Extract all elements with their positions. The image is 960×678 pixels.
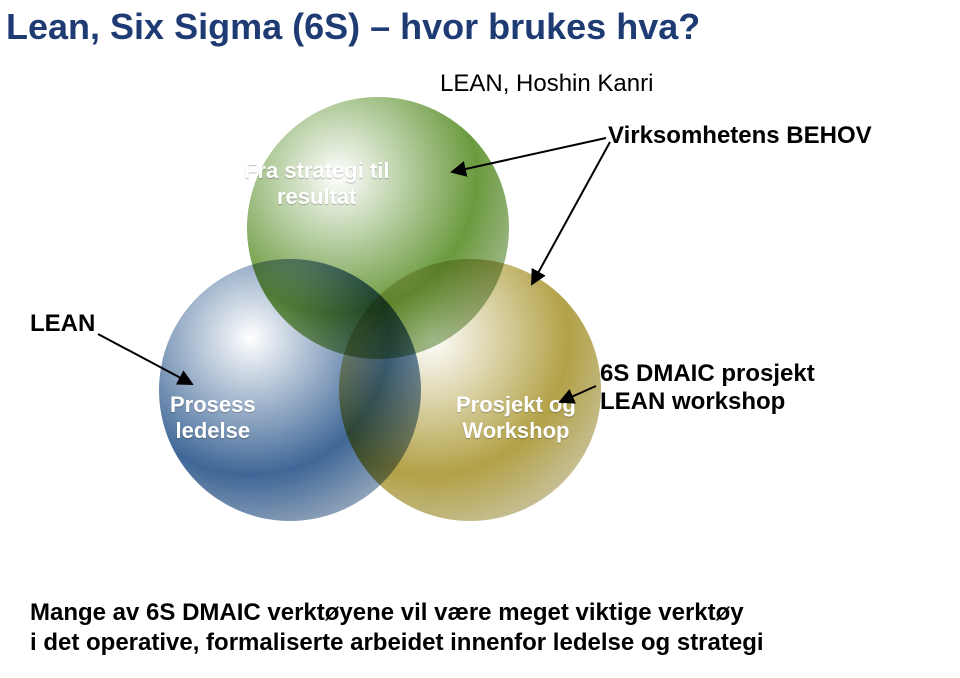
venn-label-top-l2: resultat [277, 184, 356, 209]
label-dmaic-l1: 6S DMAIC prosjekt [600, 360, 815, 387]
footer-text: Mange av 6S DMAIC verktøyene vil være me… [30, 598, 764, 658]
venn-label-left-l1: Prosess [170, 392, 256, 417]
venn-label-top: Fra strategi til resultat [244, 158, 389, 210]
venn-label-right-l1: Prosjekt og [456, 392, 576, 417]
venn-label-right: Prosjekt og Workshop [456, 392, 576, 444]
venn-label-right-l2: Workshop [462, 418, 569, 443]
page-title: Lean, Six Sigma (6S) – hvor brukes hva? [6, 6, 700, 48]
venn-label-top-l1: Fra strategi til [244, 158, 389, 183]
footer-l2: i det operative, formaliserte arbeidet i… [30, 629, 764, 656]
arrow-1 [532, 142, 610, 284]
label-behov: Virksomhetens BEHOV [608, 122, 872, 150]
label-dmaic-l2: LEAN workshop [600, 388, 785, 415]
subtitle-hoshin: LEAN, Hoshin Kanri [440, 70, 653, 98]
label-dmaic: 6S DMAIC prosjekt LEAN workshop [600, 360, 815, 416]
venn-circle-right [339, 259, 601, 521]
label-lean: LEAN [30, 310, 95, 338]
venn-label-left-l2: ledelse [176, 418, 251, 443]
footer-l1: Mange av 6S DMAIC verktøyene vil være me… [30, 599, 744, 626]
venn-label-left: Prosess ledelse [170, 392, 256, 444]
